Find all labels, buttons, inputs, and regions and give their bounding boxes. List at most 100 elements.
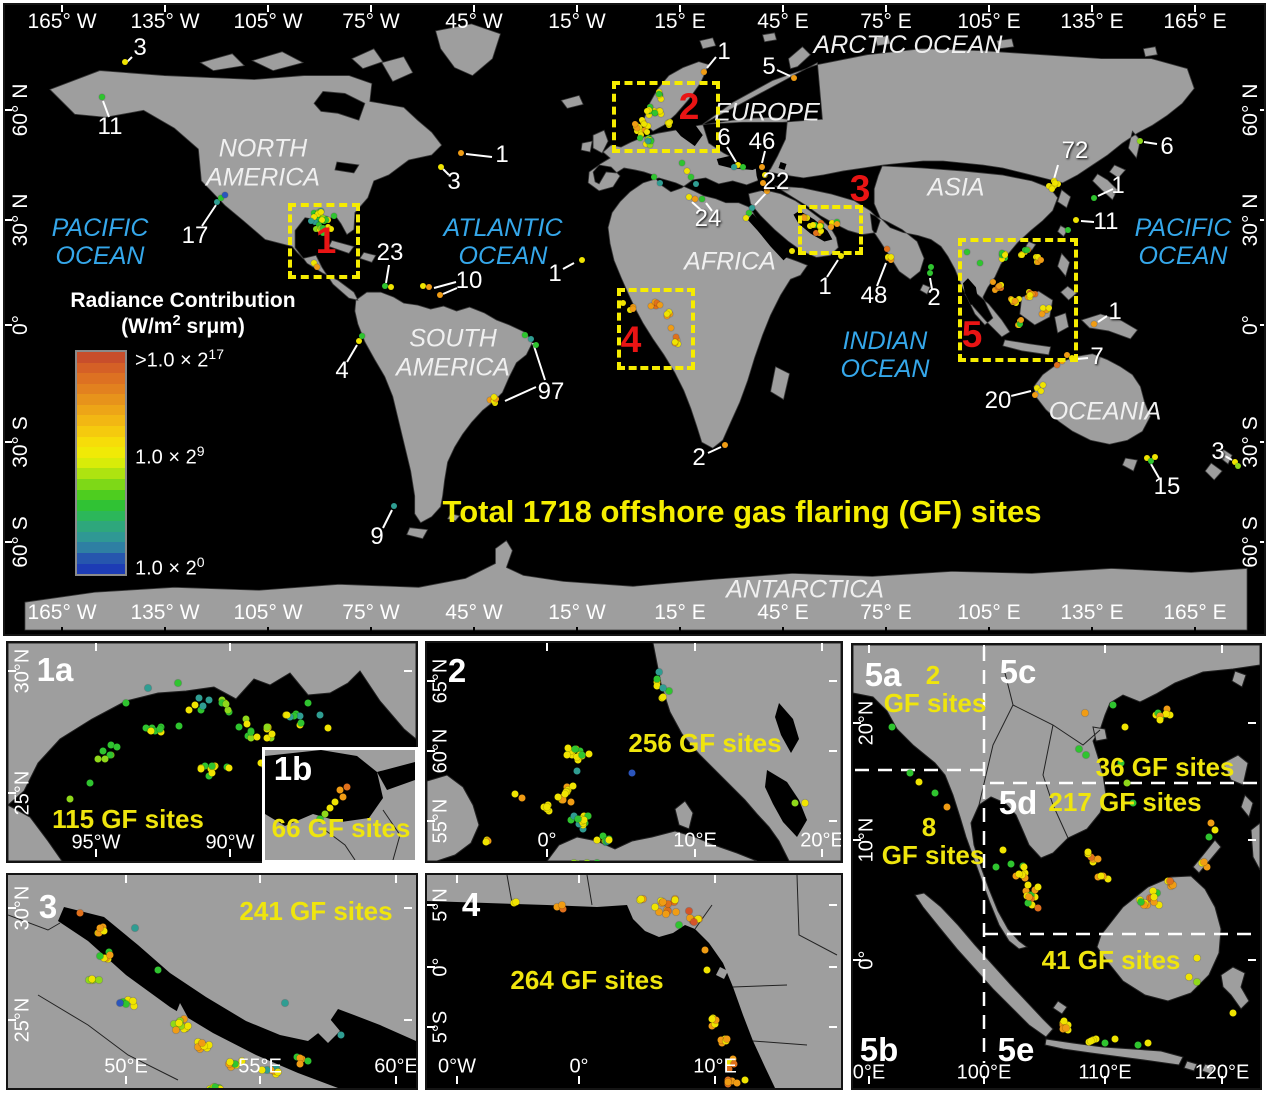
axis-tick <box>95 643 97 651</box>
gf-site-dot <box>1232 459 1238 465</box>
gf-site-dot <box>740 164 746 170</box>
gf-site-dot <box>511 790 519 798</box>
gf-site-dot <box>647 104 654 111</box>
gf-site-dot <box>733 1079 741 1087</box>
gf-site-dot <box>170 1020 178 1028</box>
gf-site-dot <box>643 129 650 136</box>
gf-site-dot <box>749 205 755 211</box>
site-count-annotation: 6 <box>1160 133 1174 160</box>
gf-site-dot <box>337 1031 345 1039</box>
gf-site-dot <box>1144 455 1150 461</box>
axis-tick <box>5 109 12 111</box>
axis-tick <box>404 907 412 909</box>
gf-site-dot <box>94 755 102 763</box>
axis-tick <box>427 904 435 906</box>
axis-tick <box>404 670 412 672</box>
gf-site-dot <box>1021 874 1029 882</box>
gf-site-dot <box>325 224 332 231</box>
gf-site-dot <box>283 711 291 719</box>
panel-letter-label: 5d <box>998 784 1038 822</box>
gf-site-dot <box>810 221 817 228</box>
axis-tick <box>983 645 985 653</box>
site-count-annotation: 7 <box>1090 343 1104 370</box>
axis-tick <box>259 1076 261 1084</box>
legend-color-band <box>77 552 125 564</box>
gf-site-dot <box>1022 887 1030 895</box>
gf-site-dot <box>1094 855 1102 863</box>
gf-site-dot <box>708 1015 716 1023</box>
gf-site-dot <box>1007 860 1015 868</box>
gf-site-dot <box>724 1078 732 1086</box>
lon-axis-label: 20°E <box>800 829 843 852</box>
gf-site-dot <box>927 270 933 276</box>
gf-site-dot <box>656 107 663 114</box>
gf-site-dot <box>1137 138 1143 144</box>
gf-site-dot <box>281 999 289 1007</box>
gf-site-dot <box>172 1026 180 1034</box>
axis-tick <box>1260 324 1264 326</box>
gf-site-dot <box>576 747 584 755</box>
gf-site-dot <box>1185 973 1193 981</box>
gf-site-dot <box>328 225 335 232</box>
gf-site-dot <box>339 793 347 801</box>
gf-site-count-label: 66 GF sites <box>271 812 411 843</box>
gf-site-dot <box>290 712 298 720</box>
lon-axis-label: 15° W <box>548 600 606 624</box>
gf-site-dot <box>759 164 765 170</box>
gf-site-dot <box>1054 362 1060 368</box>
gf-site-dot <box>296 1054 304 1062</box>
gf-site-dot <box>632 120 639 127</box>
gf-site-dot <box>685 907 693 915</box>
lon-axis-label: 55°E <box>238 1055 282 1078</box>
gf-site-dot <box>762 172 768 178</box>
gf-site-dot <box>834 221 841 228</box>
gf-site-dot <box>651 174 657 180</box>
axis-tick <box>1104 645 1106 653</box>
gf-site-dot <box>648 302 655 309</box>
gf-site-dot <box>1084 848 1092 856</box>
gf-site-dot <box>813 229 820 236</box>
gf-site-dot <box>224 706 232 714</box>
gf-site-dot <box>645 112 652 119</box>
ocean-label: PACIFIC OCEAN <box>1134 214 1232 270</box>
gf-site-dot <box>177 1022 185 1030</box>
gf-site-dot <box>1097 872 1105 880</box>
axis-tick <box>164 5 166 12</box>
gf-site-dot <box>1169 881 1177 889</box>
gf-site-dot <box>1148 458 1154 464</box>
gf-site-dot <box>674 341 681 348</box>
gf-site-dot <box>964 249 970 255</box>
axis-tick <box>5 541 12 543</box>
lon-axis-label: 165° W <box>27 600 97 624</box>
gf-site-dot <box>817 228 824 235</box>
site-count-annotation: 48 <box>860 282 888 309</box>
gf-site-dot <box>1038 388 1044 394</box>
gf-site-dot <box>651 903 659 911</box>
gf-site-dot <box>675 921 683 929</box>
axis-tick <box>1248 722 1256 724</box>
gf-site-dot <box>637 895 645 903</box>
panel-1b-bay-of-campeche-inset: 1b 66 GF sites <box>262 747 418 863</box>
gf-site-dot <box>568 751 576 759</box>
axis-tick <box>1221 1076 1223 1084</box>
axis-tick <box>1260 219 1264 221</box>
gf-site-dot <box>1034 883 1042 891</box>
gf-site-dot <box>583 859 591 861</box>
gf-site-dot <box>729 1055 737 1063</box>
gf-site-dot <box>356 338 362 344</box>
gf-site-dot <box>571 745 579 753</box>
region-box-number: 3 <box>849 168 871 209</box>
gf-site-dot <box>1024 881 1032 889</box>
gf-site-dot <box>130 1002 138 1010</box>
gf-site-dot <box>1153 889 1161 897</box>
gf-site-dot <box>817 220 824 227</box>
lon-axis-label: 10°E <box>673 829 717 852</box>
gf-site-dot <box>593 836 600 844</box>
axis-tick <box>8 792 16 794</box>
gf-site-dot <box>659 693 667 701</box>
gf-site-dot <box>391 503 397 509</box>
panel-2-north-sea: 0° 10°E 20°E 65°N 60°N 55°N 2 256 GF sites <box>425 641 843 863</box>
panel-letter-label: 5b <box>859 1031 899 1069</box>
site-count-annotation: 3 <box>133 34 147 61</box>
legend-color-band <box>77 373 125 384</box>
